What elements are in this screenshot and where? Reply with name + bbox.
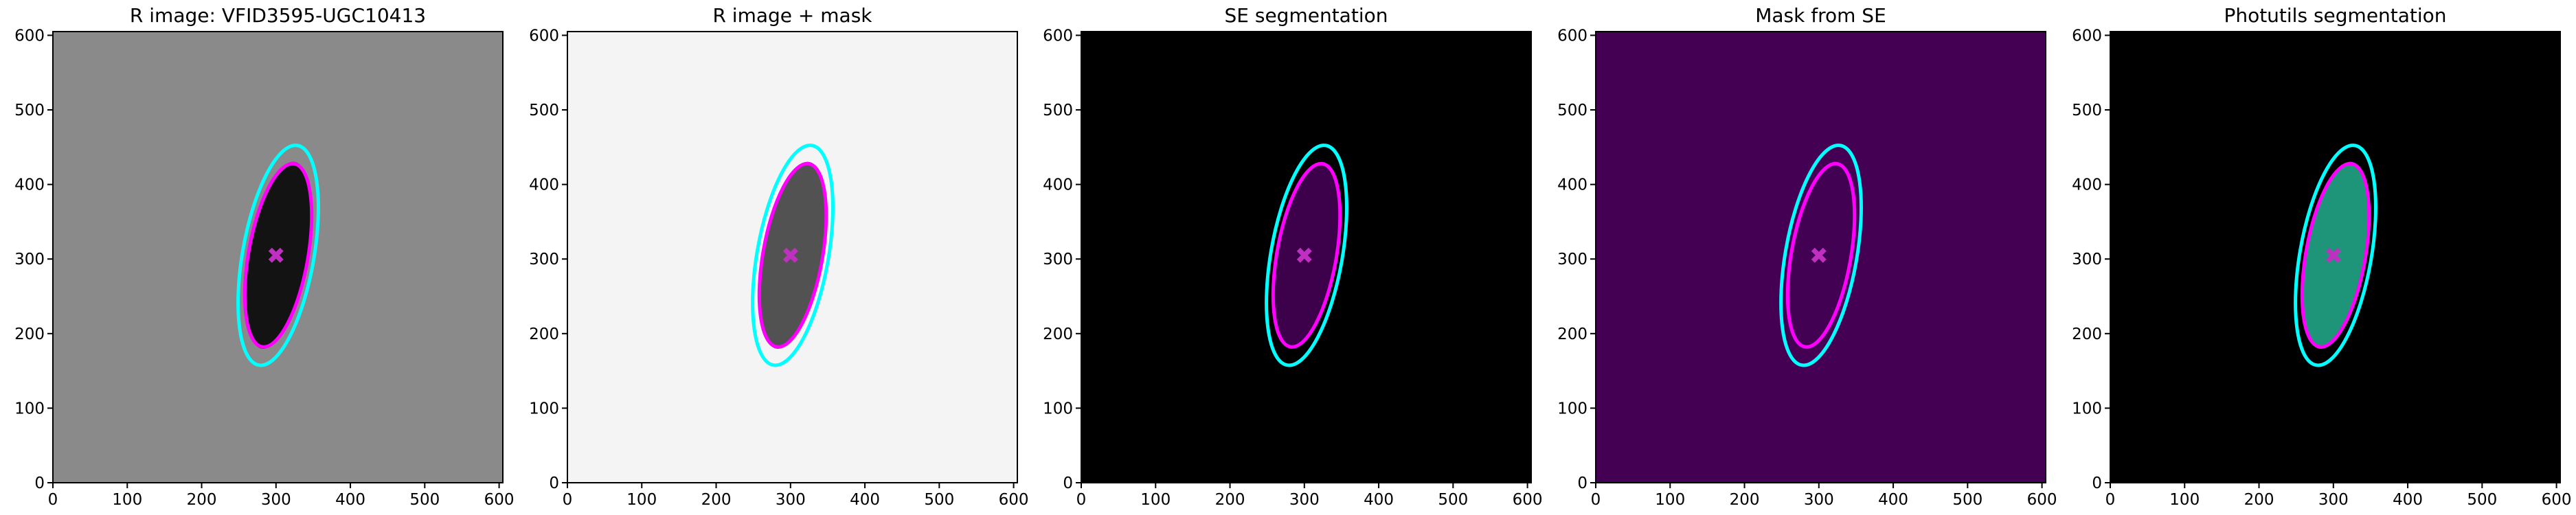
x-tick-label: 600: [2027, 491, 2057, 509]
y-tick-label: 400: [1043, 176, 1073, 194]
y-tick-label: 300: [14, 251, 45, 268]
y-tick-label: 500: [2072, 102, 2102, 119]
x-tick-label: 100: [112, 491, 142, 509]
center-marker: [268, 247, 284, 263]
y-tick-label: 200: [14, 325, 45, 343]
x-tick-label: 100: [1140, 491, 1171, 509]
y-tick-label: 500: [1557, 102, 1588, 119]
axes-frame: [52, 31, 504, 483]
y-tick-label: 200: [1557, 325, 1588, 343]
y-tick-label: 100: [2072, 400, 2102, 417]
x-tick-label: 300: [1804, 491, 1834, 509]
ellipse: [1779, 144, 1863, 367]
ellipse: [2294, 144, 2377, 367]
x-tick-label: 300: [776, 491, 806, 509]
x-tick-label: 300: [2318, 491, 2349, 509]
y-tick-label: 600: [1043, 27, 1073, 45]
y-tick-label: 200: [1043, 325, 1073, 343]
x-tick-label: 200: [2244, 491, 2274, 509]
x-tick-label: 0: [563, 491, 573, 509]
x-tick-label: 600: [2542, 491, 2572, 509]
center-marker: [1296, 247, 1312, 263]
panel-title: Photutils segmentation: [2224, 4, 2446, 27]
x-tick-label: 600: [484, 491, 515, 509]
y-tick-label: 300: [2072, 251, 2102, 268]
y-tick-label: 100: [14, 400, 45, 417]
x-tick-label: 600: [1513, 491, 1543, 509]
y-tick-label: 500: [1043, 102, 1073, 119]
axes-frame: [2110, 31, 2561, 483]
panel-title: R image + mask: [712, 4, 872, 27]
ellipse: [1265, 144, 1348, 367]
x-tick-label: 100: [2169, 491, 2200, 509]
panel-title: SE segmentation: [1225, 4, 1388, 27]
y-tick-label: 300: [1043, 251, 1073, 268]
y-tick-label: 600: [529, 27, 559, 45]
x-tick-label: 200: [701, 491, 732, 509]
y-tick-label: 0: [1063, 474, 1073, 492]
ellipse: [2300, 161, 2371, 349]
ellipse: [1271, 161, 1342, 349]
panel-title: Mask from SE: [1755, 4, 1886, 27]
x-tick-label: 500: [924, 491, 954, 509]
x-tick-label: 0: [1076, 491, 1087, 509]
center-marker: [2325, 247, 2341, 263]
y-tick-label: 0: [34, 474, 45, 492]
x-tick-label: 300: [261, 491, 291, 509]
y-tick-label: 100: [529, 400, 559, 417]
y-tick-label: 500: [529, 102, 559, 119]
x-tick-label: 400: [335, 491, 365, 509]
y-tick-label: 300: [529, 251, 559, 268]
y-tick-label: 100: [1557, 400, 1588, 417]
center-marker: [1811, 247, 1827, 263]
y-tick-label: 200: [2072, 325, 2102, 343]
x-tick-label: 200: [1215, 491, 1245, 509]
ellipse: [751, 144, 835, 367]
axes-frame: [1595, 31, 2046, 483]
y-tick-label: 300: [1557, 251, 1588, 268]
y-tick-label: 600: [1557, 27, 1588, 45]
panel-title: R image: VFID3595-UGC10413: [130, 4, 426, 27]
y-tick-label: 500: [14, 102, 45, 119]
x-tick-label: 400: [1364, 491, 1394, 509]
x-tick-label: 400: [850, 491, 880, 509]
center-marker: [782, 247, 798, 263]
y-tick-label: 400: [529, 176, 559, 194]
x-tick-label: 300: [1289, 491, 1320, 509]
axes-frame: [1081, 31, 1532, 483]
y-tick-label: 600: [2072, 27, 2102, 45]
x-tick-label: 500: [2467, 491, 2497, 509]
y-tick-label: 600: [14, 27, 45, 45]
ellipse: [242, 161, 314, 349]
y-tick-label: 100: [1043, 400, 1073, 417]
x-tick-label: 500: [409, 491, 440, 509]
y-tick-label: 200: [529, 325, 559, 343]
y-tick-label: 400: [14, 176, 45, 194]
axes-frame: [567, 31, 1018, 483]
x-tick-label: 200: [1730, 491, 1760, 509]
y-tick-label: 0: [549, 474, 559, 492]
y-tick-label: 0: [2092, 474, 2102, 492]
ellipse: [1785, 161, 1857, 349]
x-tick-label: 0: [48, 491, 58, 509]
ellipse: [236, 144, 320, 367]
x-tick-label: 0: [1591, 491, 1601, 509]
x-tick-label: 600: [999, 491, 1029, 509]
x-tick-label: 200: [187, 491, 217, 509]
x-tick-label: 0: [2105, 491, 2116, 509]
y-tick-label: 400: [2072, 176, 2102, 194]
x-tick-label: 500: [1952, 491, 1982, 509]
x-tick-label: 100: [626, 491, 657, 509]
x-tick-label: 500: [1438, 491, 1468, 509]
ellipse: [757, 161, 828, 349]
x-tick-label: 400: [1878, 491, 1908, 509]
x-tick-label: 400: [2393, 491, 2423, 509]
y-tick-label: 400: [1557, 176, 1588, 194]
y-tick-label: 0: [1577, 474, 1588, 492]
x-tick-label: 100: [1655, 491, 1685, 509]
